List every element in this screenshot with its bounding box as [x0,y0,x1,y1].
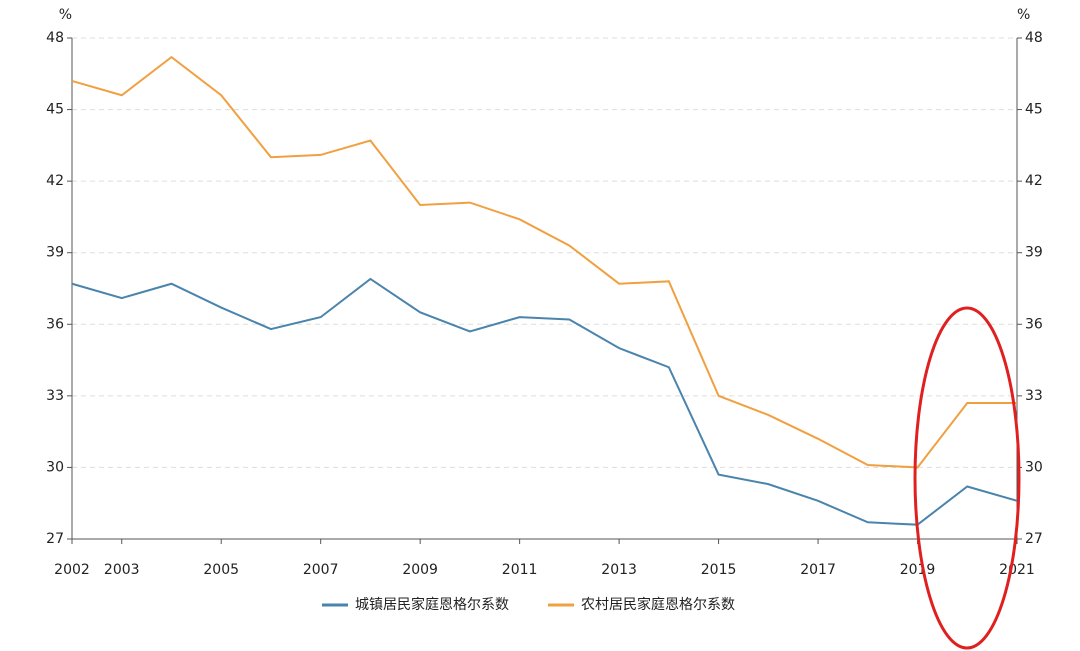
x-tick-label: 2005 [203,562,239,578]
legend-label: 城镇居民家庭恩格尔系数 [355,596,509,613]
y2-tick-label: 30 [1025,459,1043,475]
y2-tick-label: 48 [1025,30,1043,46]
x-tick-label: 2009 [402,562,438,578]
y2-tick-label: 42 [1025,173,1043,189]
y-tick-label: 33 [46,388,64,404]
y2-tick-label: 39 [1025,245,1043,261]
highlight-ellipse [913,306,1021,650]
y-tick-label: 48 [46,30,64,46]
series-line [71,277,1018,526]
x-tick-label: 2002 [54,562,90,578]
y2-tick-label: 45 [1025,102,1043,118]
x-tick-label: 2003 [104,562,140,578]
x-tick-label: 2019 [900,562,936,578]
legend-label: 农村居民家庭恩格尔系数 [581,596,735,613]
y-tick-label: 27 [46,531,64,547]
x-tick-label: 2015 [701,562,737,578]
x-tick-label: 2011 [502,562,538,578]
y-tick-label: 39 [46,245,64,261]
y-tick-label: 30 [46,459,64,475]
y2-axis-unit: % [1017,7,1030,23]
y2-tick-label: 33 [1025,388,1043,404]
y-axis-unit: % [59,7,72,23]
x-tick-label: 2021 [999,562,1035,578]
y2-tick-label: 27 [1025,531,1043,547]
y-tick-label: 42 [46,173,64,189]
x-tick-label: 2017 [800,562,836,578]
x-tick-label: 2013 [601,562,637,578]
x-tick-label: 2007 [303,562,339,578]
y-tick-label: 45 [46,102,64,118]
y-tick-label: 36 [46,316,64,332]
series-line [71,55,1017,469]
y2-tick-label: 36 [1025,316,1043,332]
